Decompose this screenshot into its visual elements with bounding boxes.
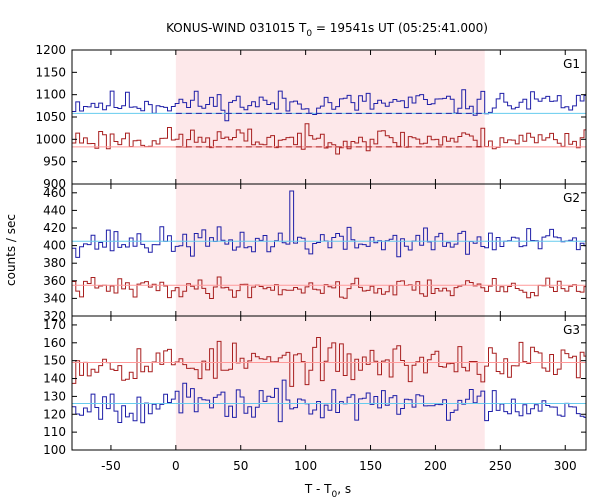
x-tick-label: 200: [424, 459, 447, 473]
y-tick-label: 900: [43, 177, 66, 191]
panel-label: G2: [563, 191, 580, 205]
chart-title: KONUS-WIND 031015 T0 = 19541s UT (05:25:…: [166, 21, 488, 39]
y-tick-label: 320: [43, 309, 66, 323]
panel-g2: 320 340 360 380 400 420 440 460 G2: [43, 183, 587, 323]
shaded-interval: [175, 50, 485, 184]
y-tick-label: 100: [43, 443, 66, 457]
panel-g3: 100 110 120 130 140 150 160 170 G3: [43, 315, 587, 457]
y-axis-label: counts / sec: [4, 214, 18, 286]
x-tick-label: 100: [294, 459, 317, 473]
panel-label: G3: [563, 323, 580, 337]
y-tick-label: 110: [43, 425, 66, 439]
series-blue-g2: [72, 190, 586, 258]
y-tick-label: 460: [43, 186, 66, 200]
x-tick-label: 50: [233, 459, 248, 473]
y-tick-label: 1100: [35, 88, 66, 102]
y-tick-label: 140: [43, 372, 66, 386]
plot-area: 90095010001050110011501200G1320340360380…: [35, 43, 587, 473]
x-tick-label: 0: [172, 459, 180, 473]
y-tick-label: 360: [43, 274, 66, 288]
y-tick-label: 440: [43, 203, 66, 217]
y-tick-label: 1050: [35, 110, 66, 124]
series-blue-g1: [72, 89, 586, 122]
x-axis-label-prefix: T - T: [304, 482, 332, 496]
y-tick-label: 400: [43, 239, 66, 253]
y-tick-label: 1000: [35, 132, 66, 146]
series-red-g1: [72, 123, 586, 155]
y-tick-label: 130: [43, 389, 66, 403]
panel-frame: [71, 315, 587, 451]
y-tick-label: 420: [43, 221, 66, 235]
y-tick-label: 170: [43, 318, 66, 332]
y-tick-label: 950: [43, 155, 66, 169]
shaded-interval: [175, 184, 485, 316]
y-tick-label: 380: [43, 256, 66, 270]
x-tick-label: 250: [489, 459, 512, 473]
x-axis-label-sub: 0: [332, 490, 338, 500]
series-red-g2: [72, 276, 586, 299]
y-tick-label: 1200: [35, 43, 66, 57]
chart-title-prefix: KONUS-WIND 031015 T: [166, 21, 307, 35]
series-red-g3: [72, 337, 586, 387]
y-tick-label: 340: [43, 291, 66, 305]
chart-title-suffix: = 19541s UT (05:25:41.000): [312, 21, 488, 35]
x-tick-label: 150: [359, 459, 382, 473]
y-tick-label: 1150: [35, 65, 66, 79]
y-tick-label: 150: [43, 354, 66, 368]
chart-title-sub: 0: [306, 29, 312, 39]
x-tick-label: -50: [101, 459, 121, 473]
x-axis-label-suffix: , s: [337, 482, 351, 496]
y-tick-label: 120: [43, 407, 66, 421]
x-tick-label: 300: [554, 459, 577, 473]
panel-label: G1: [563, 57, 580, 71]
panel-g1: 900 950 1000 1050 1100 1150 1200 G1: [35, 43, 587, 191]
x-axis-label: T - T0, s: [304, 482, 351, 500]
y-tick-label: 160: [43, 336, 66, 350]
shaded-interval: [175, 316, 485, 450]
